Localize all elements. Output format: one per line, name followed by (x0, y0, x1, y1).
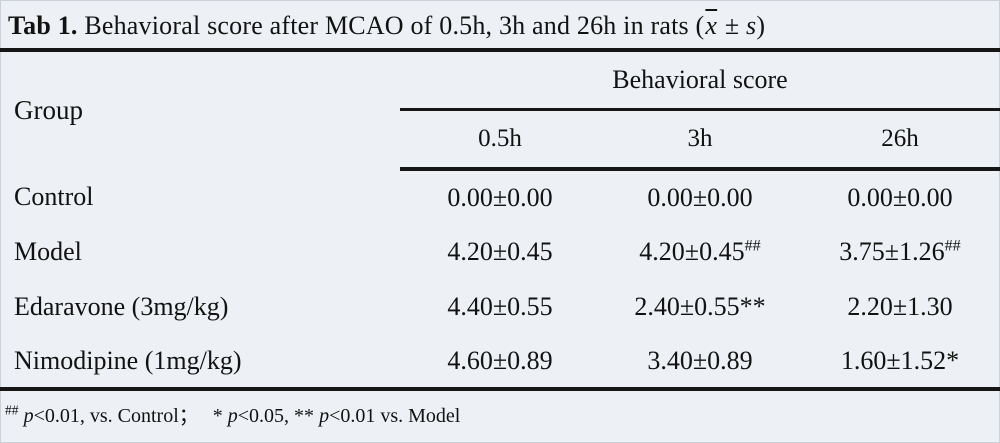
table-cell: 2.20±1.30 (847, 291, 953, 321)
footnote-marker: ## (5, 402, 19, 418)
table-figure: Tab 1. Behavioral score after MCAO of 0.… (0, 0, 1000, 427)
plus-minus-symbol: ± (718, 11, 747, 40)
header-row-timepoints: 0.5h 3h 26h (0, 109, 1000, 171)
table-row-control: Control 0.00±0.00 0.00±0.00 0.00±0.00 (0, 169, 1000, 224)
table-number: Tab 1. (8, 11, 78, 40)
table-cell: 3.40±0.89 (647, 345, 753, 375)
p-symbol: p (23, 405, 34, 427)
table-cell: 4.40±0.55 (447, 291, 553, 321)
table-cell: 0.00±0.00 (647, 182, 753, 212)
group-label: Control (14, 181, 94, 211)
table-row-model: Model 4.20±0.45 4.20±0.45## 3.75±1.26## (0, 224, 1000, 279)
table-cell: 3.75±1.26## (839, 236, 961, 266)
column-header-group: Group (14, 95, 83, 125)
column-header-26h: 26h (800, 109, 1000, 171)
mean-symbol: x (705, 11, 718, 40)
table-cell: 4.20±0.45 (447, 236, 553, 266)
column-header-behavioral-score: Behavioral score (400, 52, 1000, 111)
group-label: Edaravone (3mg/kg) (14, 291, 229, 321)
title-close-paren: ) (756, 11, 766, 40)
table-cell: 0.00±0.00 (847, 182, 953, 212)
group-label: Model (14, 236, 82, 266)
table-cell: 1.60±1.52* (840, 345, 960, 375)
group-label: Nimodipine (1mg/kg) (14, 345, 242, 375)
table-row-nimodipine: Nimodipine (1mg/kg) 4.60±0.89 3.40±0.89 … (0, 334, 1000, 389)
table-cell: 2.40±0.55** (634, 291, 766, 321)
significance-marker: ## (944, 236, 961, 254)
table-title-text: Behavioral score after MCAO of 0.5h, 3h … (77, 11, 705, 40)
p-symbol: p (319, 405, 330, 427)
header-row-span: Group Behavioral score (0, 52, 1000, 125)
behavioral-score-table: Group Behavioral score 0.5h 3h 26h Contr… (0, 52, 1000, 391)
significance-marker: ## (744, 236, 761, 254)
table-title: Tab 1. Behavioral score after MCAO of 0.… (0, 0, 1000, 52)
table-cell: 0.00±0.00 (447, 182, 553, 212)
table-row-edaravone: Edaravone (3mg/kg) 4.40±0.55 2.40±0.55**… (0, 279, 1000, 334)
column-header-0_5h: 0.5h (400, 109, 600, 171)
table-cell: 4.20±0.45## (639, 236, 761, 266)
p-symbol: p (227, 405, 238, 427)
table-footnote: ## p<0.01, vs. Control； * p<0.05, ** p<0.… (5, 402, 461, 427)
table-cell: 4.60±0.89 (447, 345, 553, 375)
column-header-3h: 3h (600, 109, 800, 171)
sd-symbol: s (746, 11, 757, 40)
